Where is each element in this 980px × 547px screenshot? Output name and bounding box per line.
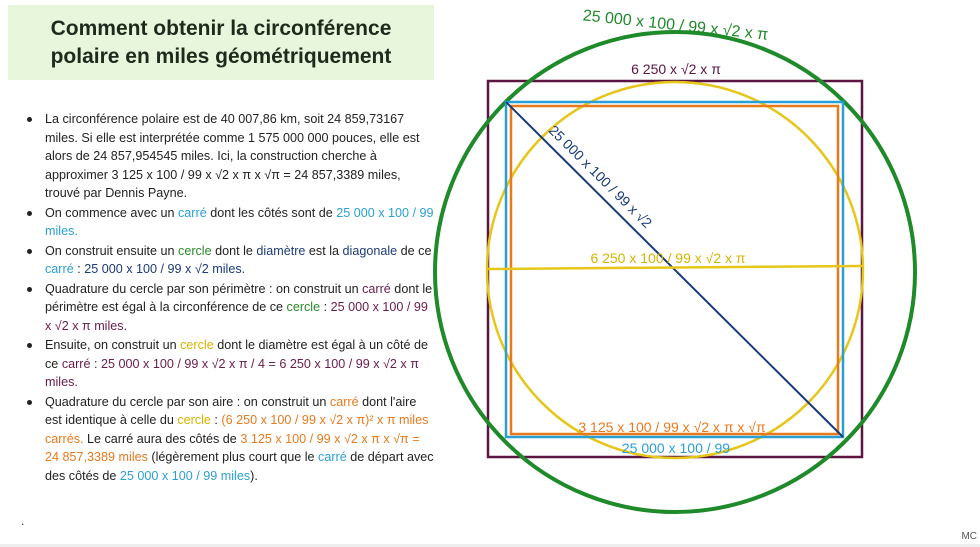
yellow-circle — [485, 80, 865, 460]
bullet-text-run: carré — [318, 450, 347, 464]
yellow-diameter-label: 6 250 x 100 / 99 x √2 x π — [590, 250, 745, 266]
bullet-text-run: 25 000 x 100 / 99 miles — [119, 468, 251, 483]
navy-diagonal — [505, 101, 844, 438]
purple-square-label: 6 250 x √2 x π — [631, 61, 721, 77]
bullet-item: Quadrature du cercle par son périmètre :… — [21, 280, 436, 336]
bullet-text-run: : — [320, 300, 331, 314]
bullet-text-run: : — [73, 262, 85, 276]
stray-dot: . — [21, 514, 25, 528]
bullet-text-run: (légèrement plus court que le — [147, 450, 319, 464]
bullet-text-run: Quadrature du cercle par son aire : on c… — [45, 394, 330, 409]
green-circle-label: 25 000 x 100 / 99 x √2 x π — [582, 7, 769, 43]
bullet-text-run: 25 000 x 100 / 99 miles. — [45, 205, 434, 239]
bullet-text-run: Le carré aura des côtés de — [83, 431, 241, 446]
bullet-text-run: carré — [362, 281, 391, 296]
blue-square-label: 25 000 x 100 / 99 — [622, 440, 730, 456]
bullet-text-run: 25 000 x 100 / 99 x √2 x π miles. — [45, 300, 428, 333]
bullet-list: La circonférence polaire est de 40 007,8… — [21, 110, 436, 486]
bullet-text-run: dont le diamètre est égal à un côté de c… — [45, 338, 428, 371]
bullet-item: La circonférence polaire est de 40 007,8… — [21, 110, 436, 203]
green-circle — [433, 30, 917, 514]
bullet-text-run: : — [210, 413, 222, 427]
bullet-text-run: carré — [45, 262, 74, 276]
bullet-text-run: dont le périmètre est égal à la circonfé… — [45, 281, 433, 315]
bullet-text-run: On commence avec un — [45, 205, 178, 220]
orange-square-label: 3 125 x 100 / 99 x √2 x π x √π — [578, 419, 766, 435]
bullet-text-run: : — [90, 356, 102, 371]
yellow-diameter — [486, 264, 864, 271]
bullet-text-run: Ensuite, on construit un — [45, 338, 181, 352]
bullet-text-run: cercle — [177, 413, 211, 427]
bullet-text-run: diamètre — [256, 243, 306, 258]
bullet-text-run: carré — [329, 394, 359, 409]
bullet-text-run: de départ avec des côtés de — [45, 450, 434, 483]
bullet-text-run: On construit ensuite un — [45, 243, 179, 258]
bullet-text-run: carré — [61, 356, 91, 371]
bullet-text-run: cercle — [178, 243, 212, 258]
bullet-text-run: 3 125 x 100 / 99 x √2 x π x √π = 24 857,… — [45, 431, 420, 465]
diagonal-label: 25 000 x 100 / 99 x √2 — [546, 122, 656, 231]
title-box: Comment obtenir la circonférence polaire… — [8, 5, 434, 80]
bullet-text-run: cercle — [286, 300, 321, 314]
bullet-text-run: ). — [250, 468, 258, 483]
bullet-item: On construit ensuite un cercle dont le d… — [21, 242, 436, 279]
page-title: Comment obtenir la circonférence polaire… — [50, 16, 392, 68]
bullet-item: On commence avec un carré dont les côtés… — [21, 204, 436, 241]
bullet-text-run: diagonale — [342, 243, 398, 258]
bullet-item: Ensuite, on construit un cercle dont le … — [21, 336, 436, 392]
bullet-text-run: de ce — [397, 243, 432, 258]
bullet-text-run: carré — [178, 205, 207, 220]
bullet-text-run: (6 250 x 100 / 99 x √2 x π)² x π miles c… — [45, 413, 429, 446]
bullet-text-run: 25 000 x 100 / 99 x √2 x π / 4 = 6 250 x… — [45, 356, 419, 390]
bullet-text-run: cercle — [180, 338, 214, 352]
bullet-text-run: La circonférence polaire est de 40 007,8… — [45, 112, 420, 200]
bullet-text-run: dont l'aire est identique à celle du — [45, 394, 417, 428]
bullet-text-run: Quadrature du cercle par son périmètre :… — [45, 281, 363, 296]
bullet-text-run: 25 000 x 100 / 99 x √2 miles. — [84, 262, 246, 276]
bullet-text-run: dont le — [211, 243, 257, 258]
bullet-item: Quadrature du cercle par son aire : on c… — [21, 393, 436, 486]
signature: MC — [961, 531, 977, 542]
bullet-text-run: dont les côtés sont de — [206, 205, 337, 220]
bullet-text-run: est la — [305, 243, 343, 258]
bottom-divider — [0, 544, 980, 547]
